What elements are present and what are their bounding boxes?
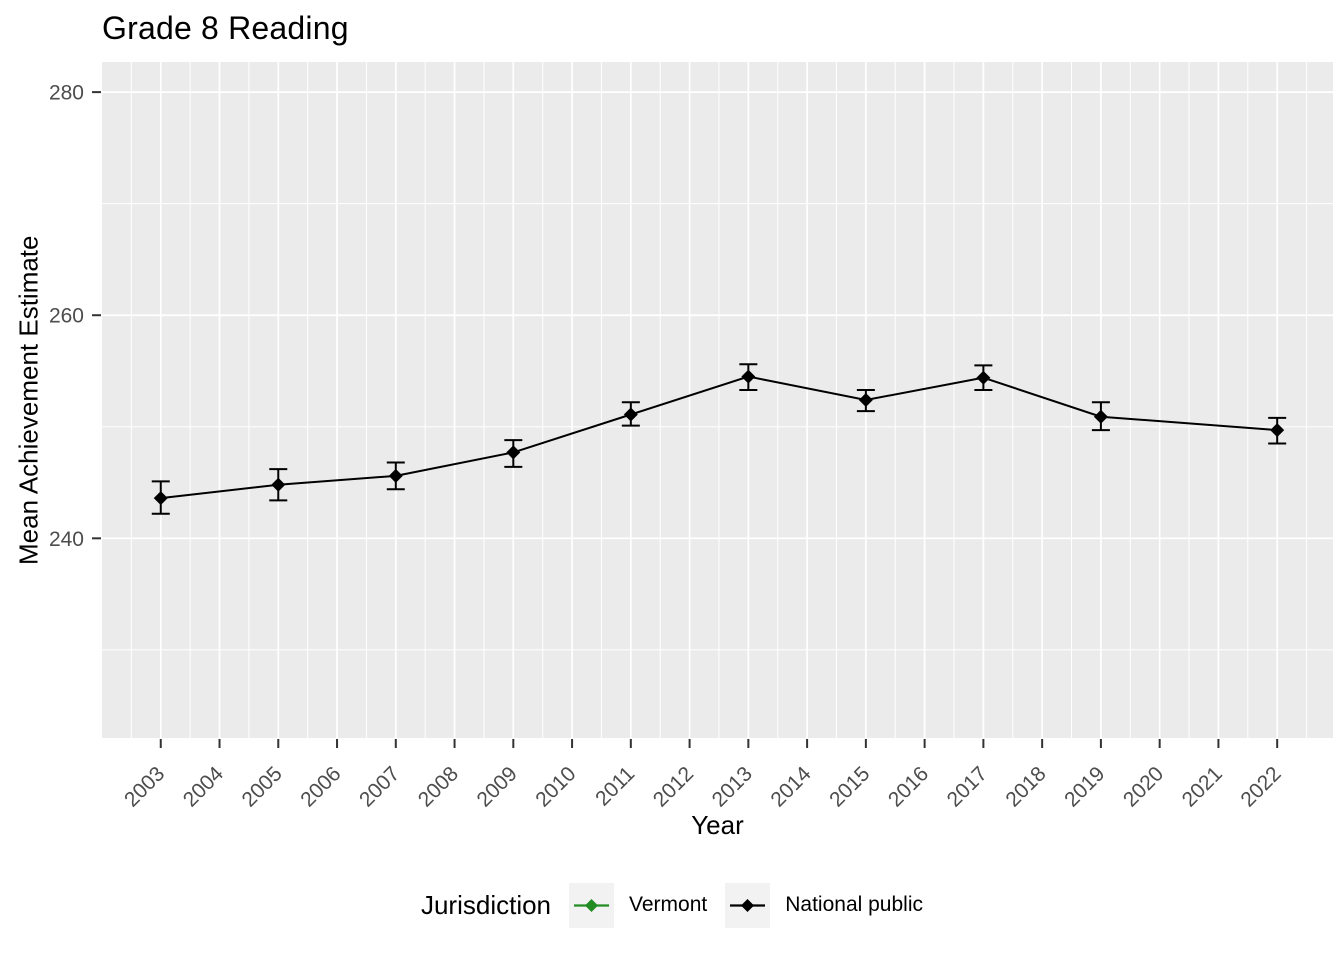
chart-canvas: 2003 2004 2005 2006 2007 2008 2009 2010 2011 2012… bbox=[49, 62, 1333, 812]
x-tick-label: 2017 bbox=[943, 762, 992, 811]
x-tick-label: 2008 bbox=[414, 762, 463, 811]
data-point-national-public bbox=[153, 491, 168, 506]
series-line-national-public bbox=[160, 375, 1278, 500]
data-point-national-public bbox=[976, 370, 991, 385]
data-point-national-public bbox=[623, 407, 638, 422]
x-tick-label: 2009 bbox=[473, 762, 522, 811]
x-tick-label: 2021 bbox=[1178, 762, 1227, 811]
y-tick-label: 260 bbox=[49, 305, 84, 328]
y-tick-label: 280 bbox=[49, 82, 84, 105]
x-tick-label: 2018 bbox=[1001, 762, 1050, 811]
x-tick-label: 2006 bbox=[296, 762, 345, 811]
data-point-national-public bbox=[741, 369, 756, 384]
x-tick-label: 2013 bbox=[708, 762, 757, 811]
line-point-key-icon bbox=[730, 898, 766, 912]
x-tick-label: 2014 bbox=[766, 762, 816, 812]
x-tick-label: 2004 bbox=[179, 762, 229, 812]
x-tick-label: 2020 bbox=[1119, 762, 1168, 811]
x-tick-label: 2019 bbox=[1060, 762, 1109, 811]
data-point-national-public bbox=[388, 468, 403, 483]
legend: Jurisdiction Vermont National public bbox=[0, 881, 1344, 929]
legend-key-label: Vermont bbox=[629, 893, 708, 916]
x-axis-title: Year bbox=[691, 810, 744, 840]
legend-key-vermont: Vermont bbox=[569, 882, 708, 928]
x-tick-label: 2005 bbox=[238, 762, 287, 811]
legend-key-swatch bbox=[725, 882, 771, 928]
legend-keys: Vermont National public bbox=[569, 882, 924, 928]
x-tick-label: 2022 bbox=[1236, 762, 1285, 811]
y-tick-label: 240 bbox=[49, 528, 84, 551]
data-point-national-public bbox=[1093, 409, 1108, 424]
data-point-national-public bbox=[506, 445, 521, 460]
legend-title: Jurisdiction bbox=[420, 889, 552, 920]
plot-panel-bg bbox=[102, 62, 1333, 738]
x-tick-label: 2003 bbox=[120, 762, 169, 811]
x-tick-label: 2011 bbox=[591, 762, 639, 810]
x-tick-label: 2012 bbox=[649, 762, 698, 811]
x-tick-label: 2015 bbox=[825, 762, 874, 811]
legend-key-national-public: National public bbox=[725, 882, 924, 928]
chart-title: Grade 8 Reading bbox=[102, 10, 349, 46]
line-point-key-icon bbox=[574, 898, 610, 912]
x-tick-label: 2016 bbox=[884, 762, 933, 811]
legend-key-swatch bbox=[569, 882, 615, 928]
x-tick-label: 2010 bbox=[531, 762, 580, 811]
data-point-national-public bbox=[858, 393, 873, 407]
data-point-national-public bbox=[1270, 423, 1285, 438]
x-tick-label: 2007 bbox=[355, 762, 404, 811]
data-point-national-public bbox=[271, 477, 286, 492]
legend-key-label: National public bbox=[785, 893, 924, 916]
